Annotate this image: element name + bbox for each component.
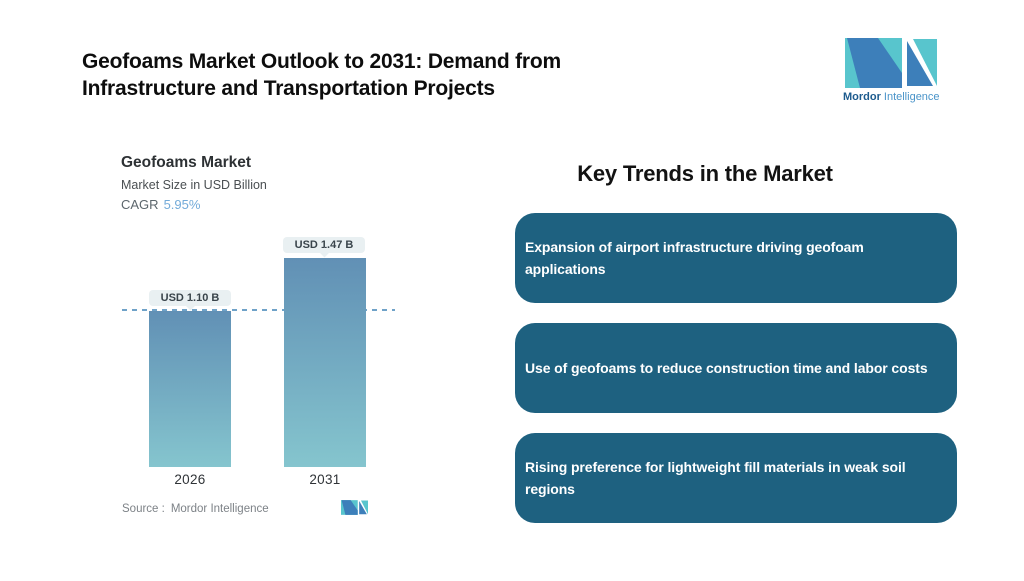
source-attribution: Source : Mordor Intelligence — [122, 503, 269, 515]
brand-name-secondary: Intelligence — [883, 91, 940, 103]
trend-card-3-text: Rising preference for lightweight fill m… — [525, 459, 906, 497]
source-value: Mordor Intelligence — [170, 503, 269, 515]
trend-card-2-text: Use of geofoams to reduce construction t… — [525, 360, 928, 376]
mordor-intelligence-logo-mini-icon — [341, 500, 368, 515]
chart-subtitle: Market Size in USD Billion — [121, 178, 267, 192]
x-axis-label-2026: 2026 — [174, 472, 206, 487]
value-label-2026: USD 1.10 B — [149, 290, 231, 306]
source-label: Source : — [122, 503, 165, 515]
trend-card-1-text: Expansion of airport infrastructure driv… — [525, 239, 864, 277]
chart-cagr: CAGR 5.95% — [121, 197, 200, 212]
bar-2031 — [284, 258, 366, 467]
mordor-intelligence-logo-icon — [845, 38, 937, 88]
page-title-line1: Geofoams Market Outlook to 2031: Demand … — [82, 50, 561, 73]
page-title-line2: Infrastructure and Transportation Projec… — [82, 77, 495, 100]
trend-card-2: Use of geofoams to reduce construction t… — [515, 323, 957, 413]
cagr-value: 5.95% — [163, 197, 201, 212]
value-label-2031: USD 1.47 B — [283, 237, 365, 253]
cagr-label: CAGR — [121, 197, 159, 212]
trend-card-1: Expansion of airport infrastructure driv… — [515, 213, 957, 303]
brand-name-primary: Mordor — [843, 91, 881, 103]
reference-dash-line — [122, 309, 395, 311]
brand-wordmark: Mordor Intelligence — [843, 91, 940, 103]
page-title: Geofoams Market Outlook to 2031: Demand … — [82, 48, 702, 102]
chart-title: Geofoams Market — [121, 154, 252, 171]
bar-2026 — [149, 311, 231, 467]
key-trends-heading: Key Trends in the Market — [577, 161, 833, 186]
x-axis-label-2031: 2031 — [309, 472, 341, 487]
brand-logo-mini — [341, 500, 368, 520]
trend-card-3: Rising preference for lightweight fill m… — [515, 433, 957, 523]
brand-logo: Mordor Intelligence — [843, 38, 940, 103]
